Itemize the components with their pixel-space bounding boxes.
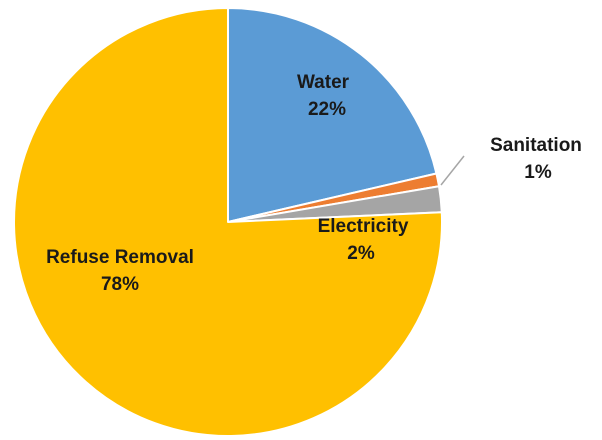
pie-slice-water (227, 7, 438, 223)
water-slice-value: 22% (308, 99, 346, 120)
pie-slices (13, 7, 443, 437)
electricity-slice-value: 2% (347, 243, 375, 264)
sanitation-leader-line (440, 155, 465, 186)
pie-slice-refuse-removal (13, 7, 443, 437)
refuse-removal-slice-value: 78% (101, 274, 139, 295)
electricity-slice-label: Electricity (318, 216, 409, 237)
sanitation-slice-label: Sanitation (490, 135, 582, 156)
water-slice-label: Water (297, 72, 350, 93)
sanitation-slice-value: 1% (524, 162, 552, 183)
refuse-removal-slice-label: Refuse Removal (46, 247, 194, 268)
